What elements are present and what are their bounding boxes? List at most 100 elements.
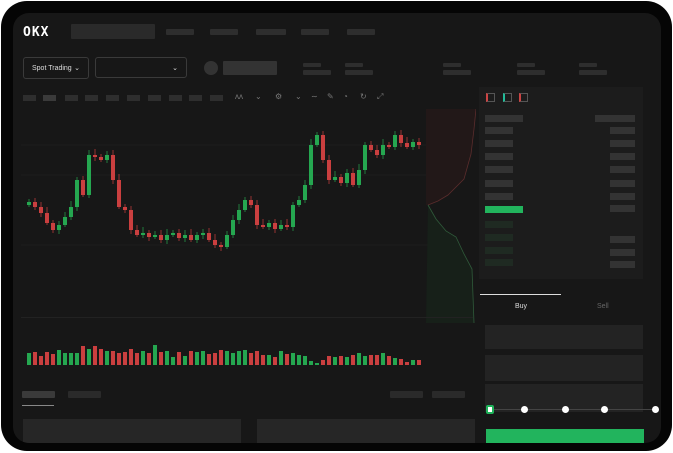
volume-bar (327, 356, 331, 365)
timeframe-button[interactable] (148, 95, 161, 101)
order-card (23, 419, 241, 443)
bid-depth-line (427, 204, 475, 323)
volume-bar (105, 351, 109, 365)
candle (339, 177, 343, 183)
orderbook-header (595, 115, 635, 122)
refresh-icon[interactable]: ↻ (360, 92, 367, 101)
clock-icon[interactable]: ◔ (343, 92, 348, 101)
filter-button[interactable] (432, 391, 465, 398)
candle (381, 145, 385, 155)
nav-item[interactable] (347, 29, 375, 35)
volume-bar (69, 353, 73, 365)
volume-bar (297, 355, 301, 365)
pencil-icon[interactable]: ✎ (327, 92, 334, 101)
line-tool-icon[interactable]: ∼ (311, 92, 318, 101)
buy-tab[interactable]: Buy (515, 303, 528, 310)
volume-bar (357, 353, 361, 365)
candle (87, 155, 91, 195)
slider-stop-100[interactable] (652, 406, 659, 413)
fullscreen-icon[interactable]: ⤢ (377, 92, 384, 101)
candle (315, 135, 319, 145)
stat (579, 63, 597, 67)
timeframe-button[interactable] (169, 95, 182, 101)
nav-item[interactable] (301, 29, 329, 35)
nav-item[interactable] (256, 29, 286, 35)
volume-bar (309, 361, 313, 365)
volume-bar (273, 357, 277, 365)
candle (51, 223, 55, 230)
candle (105, 155, 109, 160)
timeframe-button[interactable] (23, 95, 36, 101)
sell-tab[interactable]: Sell (597, 303, 609, 310)
volume-bar (321, 360, 325, 365)
orders-tab[interactable] (22, 391, 55, 398)
search-bar[interactable] (71, 24, 155, 39)
orderbook-both-icon[interactable] (486, 93, 495, 102)
timeframe-button[interactable] (189, 95, 202, 101)
candle (345, 173, 349, 183)
candlestick-chart[interactable] (21, 105, 431, 375)
candle (321, 135, 325, 160)
candle (405, 143, 409, 147)
timeframe-button[interactable] (65, 95, 78, 101)
volume-bar (27, 353, 31, 365)
candle (363, 145, 367, 170)
candle (243, 200, 247, 210)
candle (273, 223, 277, 229)
amount-slider-track[interactable] (491, 409, 657, 410)
candle (297, 200, 301, 205)
volume-bar (237, 351, 241, 365)
slider-handle[interactable] (486, 405, 494, 414)
candle (261, 225, 265, 227)
nav-item[interactable] (210, 29, 238, 35)
ask-amount (610, 193, 635, 200)
candle (189, 235, 193, 240)
candle (249, 200, 253, 205)
volume-bar (339, 356, 343, 365)
candle (69, 207, 73, 217)
orderbook-asks-icon[interactable] (519, 93, 528, 102)
indicator-icon[interactable]: ʌʌ (235, 92, 243, 101)
filter-button[interactable] (390, 391, 423, 398)
chart-type-icon[interactable]: ⌄ (255, 92, 262, 101)
stat (345, 63, 363, 67)
buy-button[interactable] (486, 429, 644, 443)
nav-item[interactable] (166, 29, 194, 35)
volume-bar (117, 353, 121, 365)
volume-bar (213, 353, 217, 365)
volume-bar (171, 357, 175, 365)
ask-price (485, 193, 513, 200)
pair-select[interactable]: ⌄ (95, 57, 187, 78)
candle (201, 233, 205, 235)
volume-bar (291, 353, 295, 365)
volume-bar (153, 345, 157, 365)
slider-stop-25[interactable] (521, 406, 528, 413)
candle (303, 185, 307, 200)
candle (81, 180, 85, 195)
timeframe-button[interactable] (85, 95, 98, 101)
bid-amount (610, 249, 635, 256)
timeframe-button[interactable] (210, 95, 223, 101)
volume-bar (183, 356, 187, 365)
volume-bar (417, 360, 421, 365)
price-input[interactable] (485, 325, 643, 349)
mode-select[interactable]: Spot Trading ⌄ (23, 57, 89, 79)
timeframe-button[interactable] (127, 95, 140, 101)
volume-bar (147, 353, 151, 365)
slider-stop-75[interactable] (601, 406, 608, 413)
volume-bar (93, 346, 97, 365)
timeframe-button[interactable] (106, 95, 119, 101)
chevron-down-icon[interactable]: ⌄ (295, 92, 302, 101)
chevron-down-icon: ⌄ (172, 64, 178, 72)
slider-stop-50[interactable] (562, 406, 569, 413)
bid-price (485, 221, 513, 228)
orderbook-bids-icon[interactable] (503, 93, 512, 102)
timeframe-button[interactable] (43, 95, 56, 101)
amount-input[interactable] (485, 355, 643, 381)
volume-bar (135, 353, 139, 365)
history-tab[interactable] (68, 391, 101, 398)
candle (393, 135, 397, 147)
settings-icon[interactable]: ⚙ (275, 92, 283, 101)
stat (517, 63, 535, 67)
